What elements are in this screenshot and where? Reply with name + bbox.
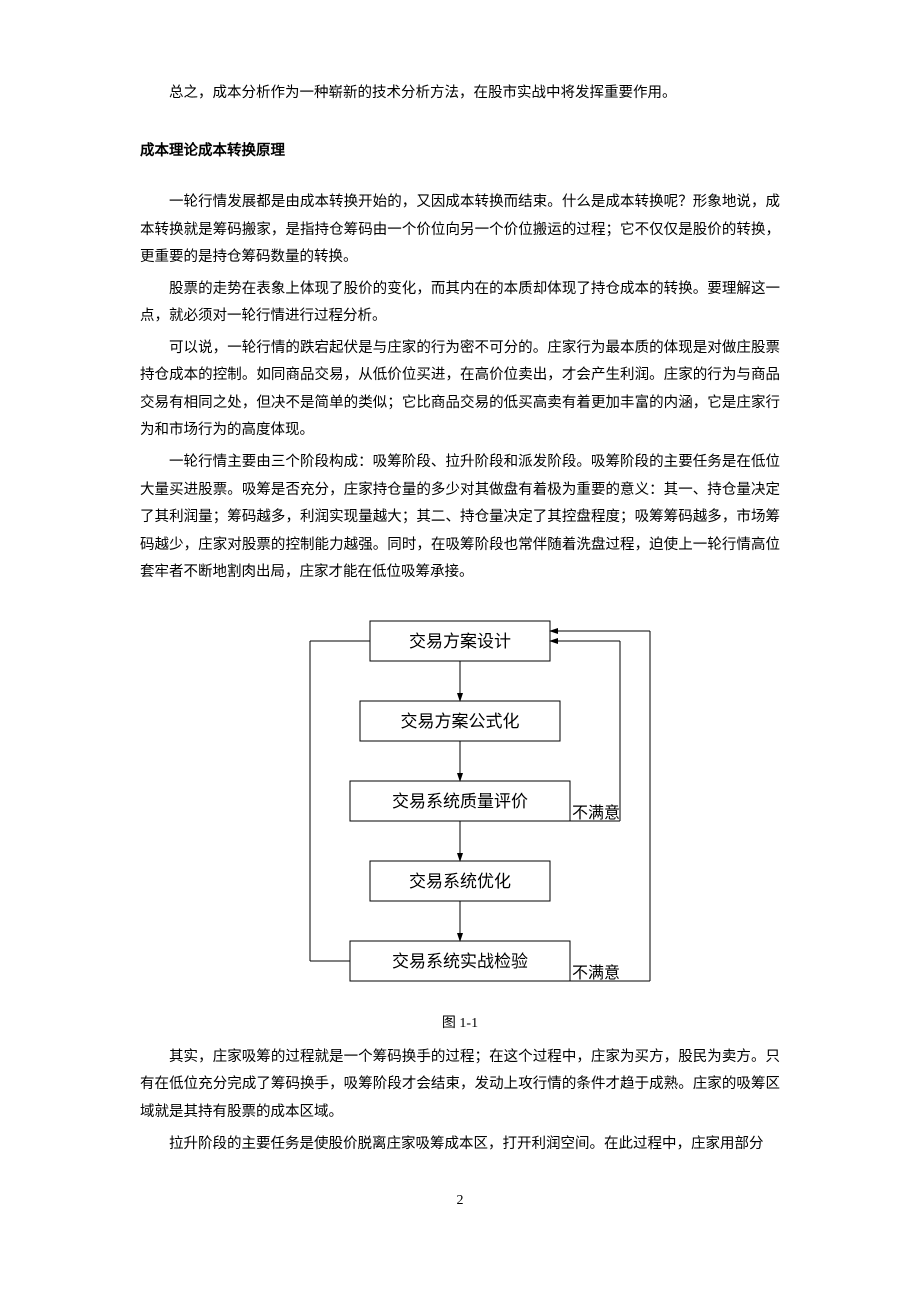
svg-text:交易系统质量评价: 交易系统质量评价 [392,792,528,811]
svg-text:交易方案设计: 交易方案设计 [409,632,511,651]
paragraph-2: 股票的走势在表象上体现了股价的变化，而其内在的本质却体现了持仓成本的转换。要理解… [140,276,780,331]
svg-text:不满意: 不满意 [572,963,620,982]
svg-text:交易系统优化: 交易系统优化 [409,872,511,891]
svg-text:交易系统实战检验: 交易系统实战检验 [392,952,528,971]
figure-caption: 图 1-1 [140,1011,780,1038]
paragraph-4: 一轮行情主要由三个阶段构成：吸筹阶段、拉升阶段和派发阶段。吸筹阶段的主要任务是在… [140,449,780,587]
paragraph-5: 其实，庄家吸筹的过程就是一个筹码换手的过程；在这个过程中，庄家为买方，股民为卖方… [140,1044,780,1127]
svg-text:不满意: 不满意 [572,803,620,822]
svg-text:交易方案公式化: 交易方案公式化 [401,712,520,731]
paragraph-1: 一轮行情发展都是由成本转换开始的，又因成本转换而结束。什么是成本转换呢？形象地说… [140,189,780,272]
paragraph-3: 可以说，一轮行情的跌宕起伏是与庄家的行为密不可分的。庄家行为最本质的体现是对做庄… [140,335,780,445]
intro-paragraph: 总之，成本分析作为一种崭新的技术分析方法，在股市实战中将发挥重要作用。 [140,80,780,108]
flowchart-svg: 交易方案设计交易方案公式化交易系统质量评价交易系统优化交易系统实战检验不满意不满… [250,611,670,991]
flowchart-container: 交易方案设计交易方案公式化交易系统质量评价交易系统优化交易系统实战检验不满意不满… [140,611,780,1002]
section-title: 成本理论成本转换原理 [140,138,780,166]
flowchart-diagram: 交易方案设计交易方案公式化交易系统质量评价交易系统优化交易系统实战检验不满意不满… [250,611,670,1002]
page-number: 2 [140,1188,780,1215]
paragraph-6: 拉升阶段的主要任务是使股价脱离庄家吸筹成本区，打开利润空间。在此过程中，庄家用部… [140,1131,780,1159]
